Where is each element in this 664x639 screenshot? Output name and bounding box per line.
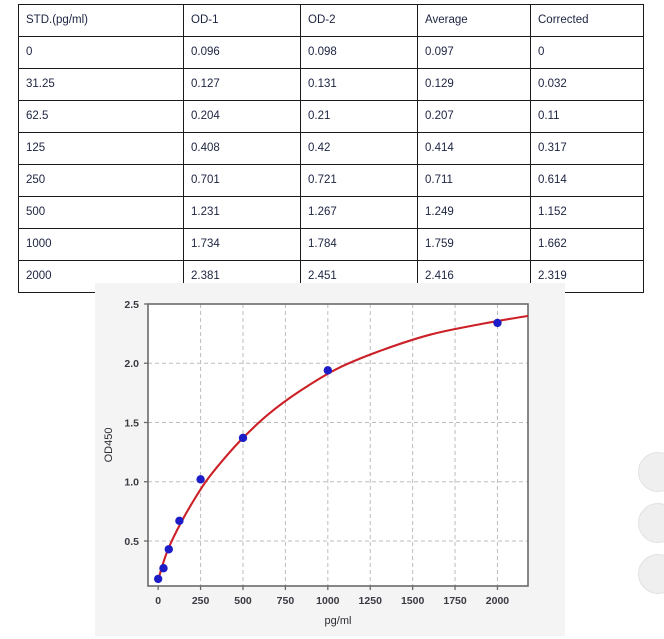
floating-action-buttons	[638, 452, 664, 605]
x-tick-label: 1000	[316, 595, 340, 607]
cell-od1: 0.096	[183, 36, 301, 69]
cell-od1: 0.204	[183, 100, 301, 133]
x-tick-label: 1250	[359, 595, 383, 607]
cell-corrected: 0	[530, 36, 644, 69]
cell-od2: 1.267	[300, 196, 418, 229]
cell-od2: 0.098	[300, 36, 418, 69]
y-tick-label: 0.5	[124, 536, 139, 548]
cell-corrected: 0.11	[530, 100, 644, 133]
x-tick-label: 1750	[443, 595, 467, 607]
cell-corrected: 0.032	[530, 68, 644, 101]
cell-average: 0.207	[417, 100, 531, 133]
cell-od1: 0.127	[183, 68, 301, 101]
column-header-std: STD.(pg/ml)	[18, 4, 184, 37]
fitted-curve-path	[157, 314, 529, 581]
cell-std: 250	[18, 164, 184, 197]
y-tick-label: 1.0	[124, 477, 139, 489]
cell-od1: 0.408	[183, 132, 301, 165]
cell-average: 1.759	[417, 228, 531, 261]
column-header-od1: OD-1	[183, 4, 301, 37]
cell-std: 125	[18, 132, 184, 165]
standard-curve-data-table: STD.(pg/ml) OD-1 OD-2 Average Corrected …	[18, 4, 644, 293]
standard-curve-chart: 0 250 500 750 1000 1250 1500 1750 2000 0.5 1.0 1.5 2…	[103, 299, 529, 627]
column-header-corrected: Corrected	[530, 4, 644, 37]
cell-od1: 1.231	[183, 196, 301, 229]
cell-corrected: 0.317	[530, 132, 644, 165]
cell-average: 0.414	[417, 132, 531, 165]
cell-od2: 0.21	[300, 100, 418, 133]
table-header-row: STD.(pg/ml) OD-1 OD-2 Average Corrected	[18, 4, 644, 37]
cell-std: 62.5	[18, 100, 184, 133]
table-row: 250 0.701 0.721 0.711 0.614	[18, 164, 644, 197]
standard-data-table-container: STD.(pg/ml) OD-1 OD-2 Average Corrected …	[18, 4, 644, 293]
x-tick-label: 1500	[401, 595, 425, 607]
cell-std: 500	[18, 196, 184, 229]
plot-border	[147, 303, 529, 587]
table-row: 31.25 0.127 0.131 0.129 0.032	[18, 68, 644, 101]
x-axis-title: pg/ml	[325, 615, 352, 627]
fab-button-1[interactable]	[638, 452, 664, 492]
y-tick-label: 2.5	[124, 299, 139, 311]
cell-od1: 0.701	[183, 164, 301, 197]
fab-button-3[interactable]	[638, 554, 664, 594]
y-axis-title: OD450	[103, 428, 115, 463]
cell-corrected: 1.152	[530, 196, 644, 229]
standard-curve-chart-panel: 0 250 500 750 1000 1250 1500 1750 2000 0.5 1.0 1.5 2…	[95, 283, 565, 636]
data-point-marker	[159, 564, 168, 573]
data-point-marker	[323, 366, 333, 375]
column-header-od2: OD-2	[300, 4, 418, 37]
table-row: 500 1.231 1.267 1.249 1.152	[18, 196, 644, 229]
y-tick-label: 2.0	[124, 358, 139, 370]
fab-button-2[interactable]	[638, 503, 664, 543]
data-point-marker	[164, 545, 173, 554]
x-tick-label: 500	[234, 595, 252, 607]
cell-corrected: 1.662	[530, 228, 644, 261]
cell-corrected: 0.614	[530, 164, 644, 197]
column-header-average: Average	[417, 4, 531, 37]
cell-od2: 0.131	[300, 68, 418, 101]
x-tick-label: 750	[277, 595, 295, 607]
x-tick-label: 250	[192, 595, 210, 607]
data-point-marker	[175, 516, 184, 526]
table-row: 62.5 0.204 0.21 0.207 0.11	[18, 100, 644, 133]
data-point-marker	[196, 475, 205, 484]
data-point-marker	[153, 574, 163, 584]
table-row: 125 0.408 0.42 0.414 0.317	[18, 132, 644, 165]
x-tick-label: 0	[155, 595, 161, 607]
cell-od1: 1.734	[183, 228, 301, 261]
cell-average: 0.129	[417, 68, 531, 101]
cell-average: 1.249	[417, 196, 531, 229]
table-row: 0 0.096 0.098 0.097 0	[18, 36, 644, 69]
x-tick-label: 2000	[486, 595, 510, 607]
data-point-marker	[238, 433, 248, 443]
cell-std: 31.25	[18, 68, 184, 101]
cell-od2: 0.721	[300, 164, 418, 197]
table-row: 1000 1.734 1.784 1.759 1.662	[18, 228, 644, 261]
data-point-marker	[493, 318, 502, 328]
cell-average: 0.711	[417, 164, 531, 197]
cell-average: 0.097	[417, 36, 531, 69]
cell-od2: 0.42	[300, 132, 418, 165]
y-tick-label: 1.5	[124, 417, 139, 429]
cell-std: 0	[18, 36, 184, 69]
plot-background	[148, 304, 528, 586]
cell-od2: 1.784	[300, 228, 418, 261]
cell-std: 1000	[18, 228, 184, 261]
